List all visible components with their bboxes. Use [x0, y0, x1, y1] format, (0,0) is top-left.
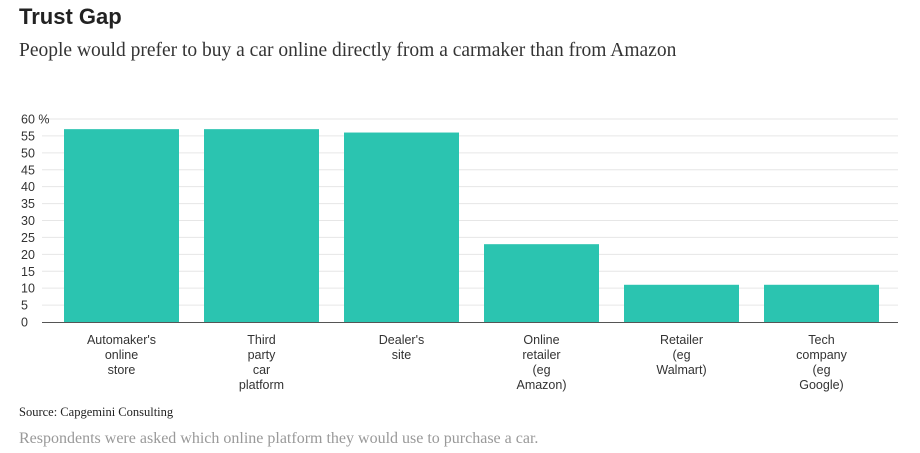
- y-tick-label: 20: [21, 248, 35, 262]
- bar: [344, 132, 459, 322]
- x-tick-label: (eg: [532, 363, 550, 377]
- y-tick-label: 50: [21, 146, 35, 160]
- x-tick-label: (eg: [672, 348, 690, 362]
- x-tick-label: Amazon): [516, 378, 566, 392]
- x-tick-label: retailer: [522, 348, 560, 362]
- y-tick-label: 0: [21, 316, 28, 330]
- x-tick-label: (eg: [812, 363, 830, 377]
- chart-title: Trust Gap: [19, 4, 122, 29]
- y-tick-label: 40: [21, 180, 35, 194]
- x-tick-label: Walmart): [656, 363, 706, 377]
- bar-chart: 0 5 10 15 20 25 30 35 40 45 50 55 60 % Automaker'son…: [21, 113, 898, 392]
- x-tick-label: car: [253, 363, 270, 377]
- x-tick-label: Tech: [808, 333, 834, 347]
- x-tick-label: company: [796, 348, 847, 362]
- x-tick-label: site: [392, 348, 412, 362]
- y-tick-label: 5: [21, 299, 28, 313]
- grid-lines: [42, 118, 898, 306]
- x-tick-label: Automaker's: [87, 333, 156, 347]
- source-note: Source: Capgemini Consulting: [19, 405, 174, 419]
- x-tick-label: online: [105, 348, 138, 362]
- chart-subtitle: People would prefer to buy a car online …: [19, 40, 677, 61]
- y-tick-label: 25: [21, 231, 35, 245]
- footnote: Respondents were asked which online plat…: [19, 430, 539, 447]
- bar: [204, 129, 319, 322]
- y-tick-label: 35: [21, 197, 35, 211]
- x-tick-label: Retailer: [660, 333, 703, 347]
- x-tick-label: Online: [523, 333, 559, 347]
- bar: [764, 284, 879, 322]
- x-tick-label: party: [248, 348, 277, 362]
- y-tick-label: 10: [21, 282, 35, 296]
- y-axis-tick-labels: 0 5 10 15 20 25 30 35 40 45 50 55 60 %: [21, 113, 50, 330]
- y-tick-label: 60 %: [21, 113, 50, 127]
- y-tick-label: 30: [21, 214, 35, 228]
- x-tick-label: store: [108, 363, 136, 377]
- x-tick-label: Google): [799, 378, 843, 392]
- y-tick-label: 55: [21, 129, 35, 143]
- bar: [624, 284, 739, 322]
- x-tick-label: platform: [239, 378, 284, 392]
- x-tick-label: Third: [247, 333, 276, 347]
- y-tick-label: 15: [21, 265, 35, 279]
- bar: [64, 129, 179, 322]
- y-tick-label: 45: [21, 163, 35, 177]
- x-tick-label: Dealer's: [379, 333, 424, 347]
- bars: [64, 129, 879, 322]
- bar: [484, 244, 599, 322]
